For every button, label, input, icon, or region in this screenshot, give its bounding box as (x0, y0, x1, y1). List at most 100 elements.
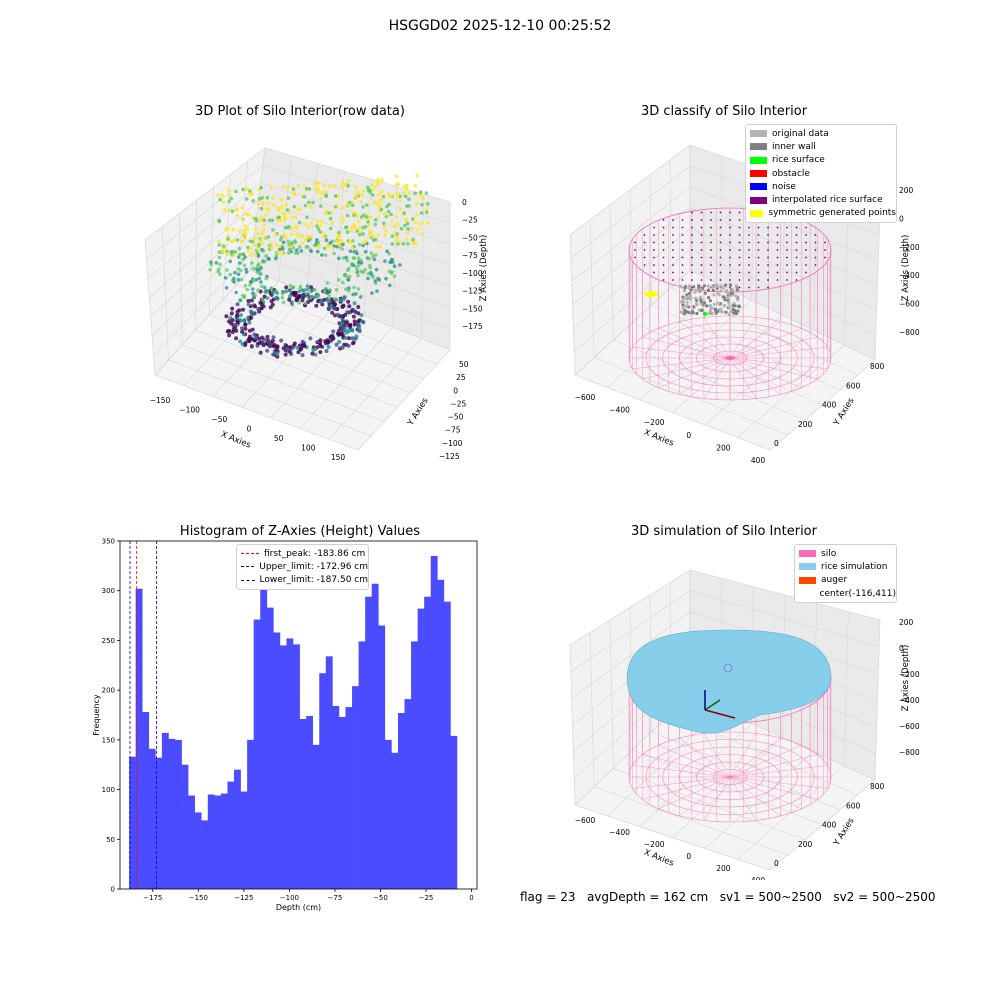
x-axis-label: X Axies (642, 428, 675, 449)
data-point (411, 237, 415, 242)
data-point (297, 289, 301, 294)
classified-point (708, 299, 712, 303)
silo-floor-spoke (658, 744, 731, 778)
legend-label: inner wall (772, 141, 816, 152)
data-point (259, 185, 263, 190)
data-point (226, 234, 231, 239)
data-point (347, 336, 352, 341)
classified-point (721, 295, 725, 299)
data-point (221, 200, 226, 204)
data-point (419, 211, 424, 215)
data-point (398, 198, 402, 203)
grid-line (208, 187, 214, 316)
surface-point (729, 241, 731, 244)
x-tick-label: −200 (644, 418, 665, 427)
grid-line (254, 234, 451, 308)
data-point (350, 225, 354, 230)
data-point (238, 252, 242, 257)
data-point (243, 283, 248, 288)
data-point (376, 178, 380, 182)
rice-simulation-surface (626, 629, 832, 734)
z-tick-label: 200 (899, 618, 914, 627)
data-point (392, 224, 396, 229)
data-point (354, 292, 358, 296)
data-point (323, 253, 328, 257)
data-point (341, 303, 346, 308)
data-point (247, 212, 251, 217)
surface-point (719, 241, 722, 244)
data-point (248, 283, 252, 287)
surface-point (710, 241, 712, 244)
data-point (350, 261, 354, 266)
grid-line (421, 194, 424, 339)
y-tick-label: 200 (798, 840, 813, 849)
silo-floor-spoke (729, 357, 828, 370)
data-point (258, 350, 263, 355)
data-point (398, 263, 402, 267)
surface-point (719, 211, 722, 214)
histogram-bar (266, 607, 274, 889)
data-point (341, 242, 345, 247)
data-point (234, 290, 238, 295)
data-point (235, 302, 240, 307)
data-point (334, 288, 339, 292)
grid-line (570, 165, 691, 259)
data-point (392, 230, 397, 235)
classified-point (717, 301, 721, 305)
data-point (257, 271, 262, 275)
surface-point (786, 234, 788, 236)
data-point (404, 217, 408, 222)
data-point (244, 270, 249, 274)
data-point (270, 218, 275, 223)
surface-point (748, 279, 750, 281)
data-point (282, 232, 287, 237)
data-point (357, 323, 361, 328)
data-point (363, 239, 368, 243)
data-point (315, 219, 320, 224)
surface-point (691, 211, 693, 214)
data-point (286, 239, 290, 244)
data-point (232, 276, 236, 281)
classified-point (703, 301, 707, 305)
data-point (300, 339, 305, 344)
z-tick-label: −25 (462, 216, 478, 225)
surface-point (729, 234, 731, 236)
surface-point (719, 271, 722, 274)
data-point (227, 328, 231, 333)
silo-floor-spoke (729, 776, 828, 789)
data-point (368, 232, 373, 236)
data-point (255, 343, 260, 348)
histogram-bar (260, 555, 268, 889)
grid-line (689, 590, 880, 647)
data-point (347, 304, 352, 309)
data-point (354, 265, 359, 270)
data-point (279, 197, 283, 202)
classified-point (697, 308, 701, 312)
data-point (296, 183, 301, 188)
panel4-title: 3D simulation of Silo Interior (631, 524, 817, 539)
data-point (266, 256, 270, 261)
data-point (271, 335, 276, 340)
data-point (308, 204, 313, 209)
data-point (286, 225, 290, 230)
data-point (395, 182, 399, 187)
data-point (339, 239, 344, 243)
data-point (240, 216, 245, 221)
data-point (370, 183, 375, 187)
histogram-bar (312, 744, 320, 889)
x-tick-label: 200 (716, 864, 731, 873)
legend-label: interpolated rice surface (772, 195, 883, 206)
histogram-bar (365, 596, 373, 889)
data-point (269, 242, 273, 247)
z-tick-label: −200 (899, 243, 920, 252)
data-point (407, 197, 411, 202)
classified-point (679, 310, 683, 314)
histogram-bar (207, 794, 215, 889)
data-point (256, 231, 260, 236)
data-point (245, 227, 250, 232)
x-tick-label: −150 (150, 396, 171, 405)
histogram-bar (371, 583, 379, 889)
surface-point (710, 219, 712, 221)
data-point (380, 197, 384, 202)
data-point (287, 349, 292, 354)
